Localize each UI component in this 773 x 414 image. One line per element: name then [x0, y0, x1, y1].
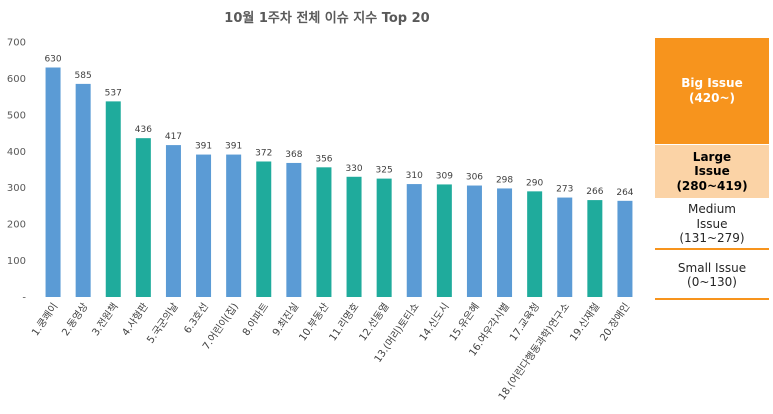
bar: [617, 200, 633, 297]
bar: [196, 154, 212, 297]
category-label: 9.최진실: [270, 301, 301, 338]
bar-value-label: 298: [496, 175, 513, 185]
bar-value-label: 436: [135, 125, 152, 135]
bar: [376, 178, 392, 297]
y-tick-label: 200: [7, 220, 26, 231]
bar-value-label: 417: [165, 132, 182, 142]
bar-value-label: 290: [526, 178, 543, 188]
bar-value-label: 266: [586, 187, 603, 197]
legend-large-title-1: Large: [692, 149, 732, 164]
bar: [497, 188, 513, 297]
category-label: 15.유은혜: [447, 301, 482, 344]
bar-value-label: 391: [195, 142, 212, 152]
bar: [45, 67, 61, 297]
legend-big-title: Big Issue: [681, 76, 743, 90]
chart-title: 10월 1주차 전체 이슈 지수 Top 20: [224, 10, 429, 26]
y-tick-label: -: [22, 293, 26, 304]
category-label: 14.신도시: [417, 301, 452, 344]
bar-value-label: 630: [44, 55, 61, 65]
legend-medium-title-1: Medium: [688, 202, 736, 217]
y-tick-label: 100: [7, 256, 26, 267]
bar: [466, 185, 482, 297]
legend-big-range: (420~): [688, 91, 736, 105]
bar-value-label: 391: [225, 142, 242, 152]
bar-value-label: 264: [616, 188, 633, 198]
bar-value-label: 372: [255, 148, 272, 158]
y-tick-label: 500: [7, 110, 26, 121]
bar: [406, 184, 422, 297]
category-label: 8.아파트: [240, 301, 271, 338]
bar: [256, 161, 272, 297]
bar: [557, 197, 573, 297]
bar-value-label: 368: [285, 150, 302, 160]
bar: [135, 138, 151, 297]
bar: [316, 167, 332, 297]
legend-big-issue: Big Issue (420~): [655, 38, 769, 144]
y-tick-label: 300: [7, 183, 26, 194]
legend-small-title: Small Issue: [677, 260, 747, 275]
y-axis: - 100 200 300 400 500 600 700: [7, 38, 26, 304]
bars-group: [45, 67, 633, 298]
legend-small-range: (0~130): [687, 275, 737, 289]
bar: [587, 200, 603, 297]
bar-value-label: 330: [345, 164, 362, 174]
legend-small-issue: Small Issue (0~130): [655, 252, 769, 300]
bar-value-label: 306: [466, 173, 483, 183]
category-label: 2.동영상: [59, 301, 90, 338]
bar: [165, 145, 181, 297]
legend-large-range: (280~419): [676, 178, 748, 193]
bar: [75, 83, 91, 298]
bar-value-label: 356: [315, 154, 332, 164]
bar-value-label: 537: [105, 88, 122, 98]
bar-value-label: 273: [556, 185, 573, 195]
y-tick-label: 700: [7, 38, 26, 49]
bar-value-label: 309: [436, 171, 453, 181]
bar: [436, 184, 452, 297]
bar: [346, 176, 362, 297]
category-label: 20.장애인: [598, 301, 633, 344]
category-label: 17.교육청: [507, 301, 542, 344]
legend-large-title-2: Issue: [694, 164, 730, 179]
category-label: 6.3호선: [181, 301, 211, 336]
bar-value-label: 325: [376, 166, 393, 176]
legend-medium-range: (131~279): [679, 231, 745, 246]
y-tick-label: 400: [7, 147, 26, 158]
y-tick-label: 600: [7, 74, 26, 85]
data-labels-group: 630 585 537 436 417 391 391 372 368 356 330 325 310 3…: [44, 55, 633, 198]
legend-medium-title-2: Issue: [696, 216, 728, 231]
category-label: 3.전원책: [90, 301, 121, 338]
bar: [105, 101, 121, 297]
legend-medium-issue: Medium Issue (131~279): [655, 200, 769, 250]
bar: [286, 162, 302, 297]
category-label: 19.신재철: [568, 301, 603, 344]
bar: [527, 191, 543, 297]
category-label: 10.부동산: [297, 301, 332, 344]
category-label: 1.쿵쾌이: [29, 301, 60, 338]
category-label: 4.사형판: [120, 301, 151, 338]
category-label: 11.리명호: [327, 301, 362, 344]
bar: [226, 154, 242, 297]
bar-value-label: 310: [406, 171, 423, 181]
legend-large-issue: Large Issue (280~419): [655, 145, 769, 198]
category-label: 12.선동열: [357, 301, 392, 344]
bar-value-label: 585: [75, 71, 92, 81]
